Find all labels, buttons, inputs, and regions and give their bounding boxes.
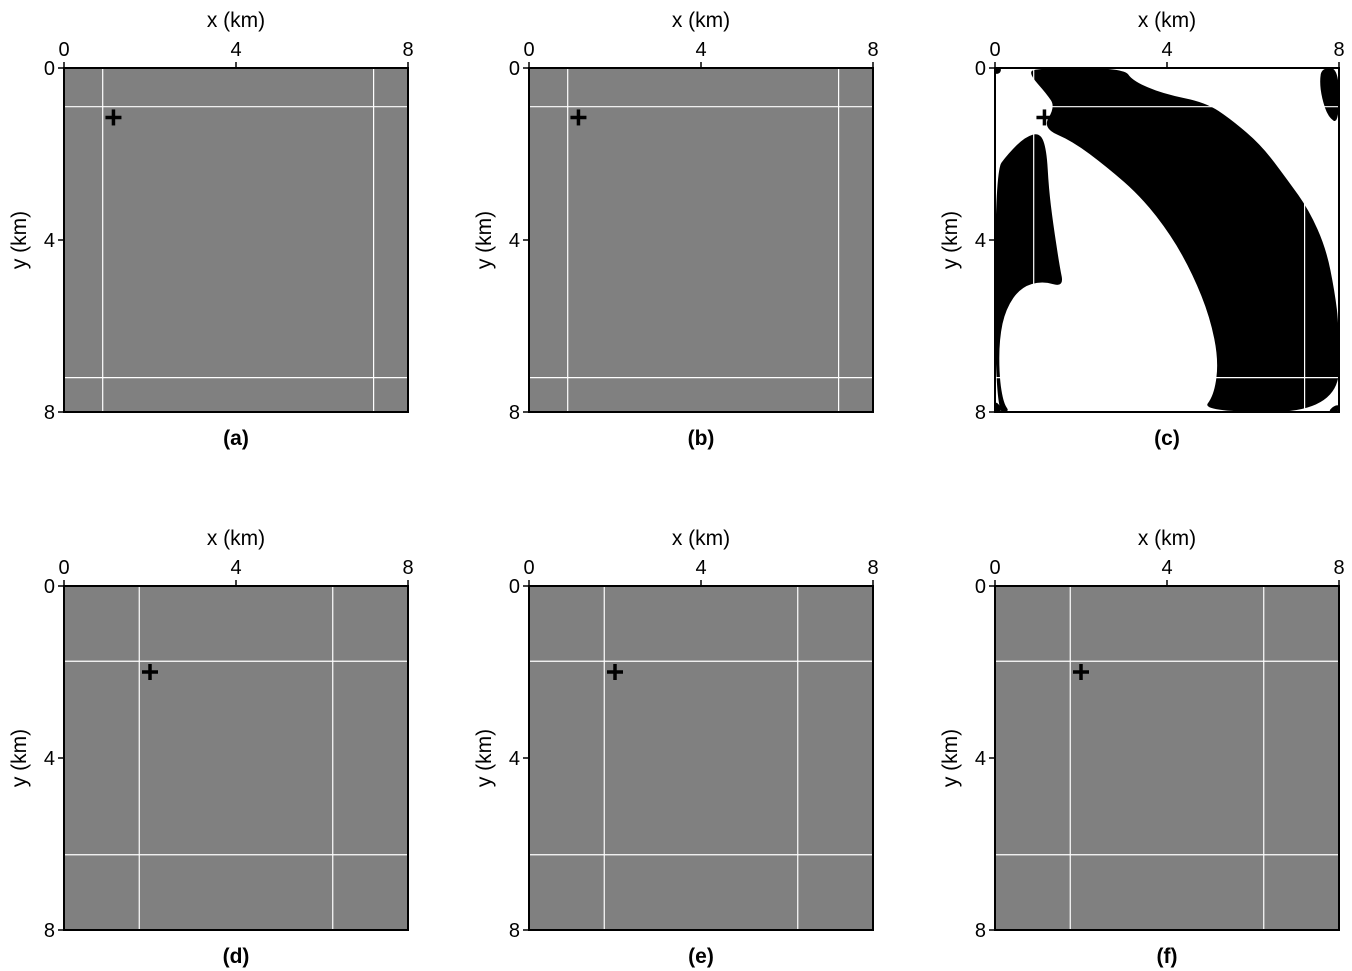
panel-b: 0 4 8 0 4 8 x (km) y (km) (b): [473, 9, 879, 450]
panel-f-x-tick-label-2: 8: [1333, 557, 1344, 579]
panel-d-y-tick-label-0: 0: [44, 576, 55, 598]
panel-a-source-marker: [105, 109, 122, 126]
panel-b-x-tick-label-1: 4: [695, 39, 706, 61]
panel-b-caption: (b): [688, 427, 715, 450]
panel-c-black-region-5: [1329, 405, 1339, 412]
panel-a-x-tick-label-0: 0: [58, 39, 69, 61]
panel-c-black-region-3: [995, 68, 1001, 74]
panel-a-y-tick-label-0: 0: [44, 58, 55, 80]
panel-e-caption: (e): [688, 945, 714, 968]
panel-e-y-tick-label-1: 4: [509, 748, 520, 770]
panel-c-y-tick-label-1: 4: [975, 230, 986, 252]
panel-c-black-region-0: [1031, 68, 1339, 412]
panel-e-x-axis-title: x (km): [672, 527, 730, 550]
panel-f-x-axis-title: x (km): [1138, 527, 1196, 550]
panel-a-field: [64, 68, 408, 412]
panel-a: 0 4 8 0 4 8 x (km) y (km) (a): [8, 9, 414, 450]
panel-d-y-tick-label-1: 4: [44, 748, 55, 770]
panel-c: 0 4 8 0 4 8 x (km) y (km) (c): [939, 9, 1345, 450]
panel-e-y-tick-label-2: 8: [509, 920, 520, 942]
panel-f-x-tick-label-0: 0: [989, 557, 1000, 579]
panel-c-y-tick-label-0: 0: [975, 58, 986, 80]
panel-f-y-tick-label-1: 4: [975, 748, 986, 770]
panel-b-y-tick-label-1: 4: [509, 230, 520, 252]
panel-b-field: [529, 68, 873, 412]
panel-d-y-tick-label-2: 8: [44, 920, 55, 942]
panel-c-black-region-2: [1320, 68, 1339, 122]
panel-a-y-tick-label-2: 8: [44, 402, 55, 424]
panel-f-y-axis-title: y (km): [939, 729, 962, 787]
panel-f-field: [995, 586, 1339, 930]
panel-d-x-tick-label-0: 0: [58, 557, 69, 579]
panel-b-y-tick-label-2: 8: [509, 402, 520, 424]
panel-c-black-region-1: [995, 134, 1063, 412]
panel-e-x-tick-label-2: 8: [867, 557, 878, 579]
panel-c-black-region-4: [995, 402, 1001, 412]
panel-e-x-tick-label-1: 4: [695, 557, 706, 579]
panel-d-x-axis-title: x (km): [207, 527, 265, 550]
panel-c-y-axis-title: y (km): [939, 211, 962, 269]
panel-c-binary-map: [995, 68, 1339, 412]
panel-c-y-tick-label-2: 8: [975, 402, 986, 424]
panel-e-source-marker: [607, 664, 623, 680]
panel-b-x-axis-title: x (km): [672, 9, 730, 32]
panel-d-x-tick-label-1: 4: [230, 557, 241, 579]
panel-b-y-tick-label-0: 0: [509, 58, 520, 80]
panel-b-x-tick-label-2: 8: [867, 39, 878, 61]
panel-d-field: [64, 586, 408, 930]
panel-b-x-tick-label-0: 0: [523, 39, 534, 61]
panel-d-source-marker: [142, 664, 158, 680]
panel-d-y-axis-title: y (km): [8, 729, 31, 787]
panel-c-x-tick-label-2: 8: [1333, 39, 1344, 61]
panel-a-y-axis-title: y (km): [8, 211, 31, 269]
panel-f-source-marker: [1073, 664, 1089, 680]
panel-c-x-tick-label-1: 4: [1161, 39, 1172, 61]
panel-a-y-tick-label-1: 4: [44, 230, 55, 252]
panel-e-y-axis-title: y (km): [473, 729, 496, 787]
panel-f: 0 4 8 0 4 8 x (km) y (km) (f): [939, 527, 1345, 968]
panel-e-field: [529, 586, 873, 930]
panel-d-x-tick-label-2: 8: [402, 557, 413, 579]
panel-f-x-tick-label-1: 4: [1161, 557, 1172, 579]
panel-f-y-tick-label-0: 0: [975, 576, 986, 598]
panel-a-x-axis-title: x (km): [207, 9, 265, 32]
panel-b-source-marker: [570, 109, 587, 126]
panel-c-source-marker: [1036, 109, 1053, 126]
panel-e: 0 4 8 0 4 8 x (km) y (km) (e): [473, 527, 879, 968]
panel-a-x-tick-label-2: 8: [402, 39, 413, 61]
panel-b-y-axis-title: y (km): [473, 211, 496, 269]
panel-c-x-axis-title: x (km): [1138, 9, 1196, 32]
panel-e-y-tick-label-0: 0: [509, 576, 520, 598]
panel-f-y-tick-label-2: 8: [975, 920, 986, 942]
panel-a-x-tick-label-1: 4: [230, 39, 241, 61]
panel-c-caption: (c): [1154, 427, 1180, 450]
panel-d: 0 4 8 0 4 8 x (km) y (km) (d): [8, 527, 414, 968]
panel-a-caption: (a): [223, 427, 249, 450]
panel-e-x-tick-label-0: 0: [523, 557, 534, 579]
panel-c-x-tick-label-0: 0: [989, 39, 1000, 61]
panel-d-caption: (d): [223, 945, 250, 968]
panel-f-caption: (f): [1157, 945, 1178, 968]
